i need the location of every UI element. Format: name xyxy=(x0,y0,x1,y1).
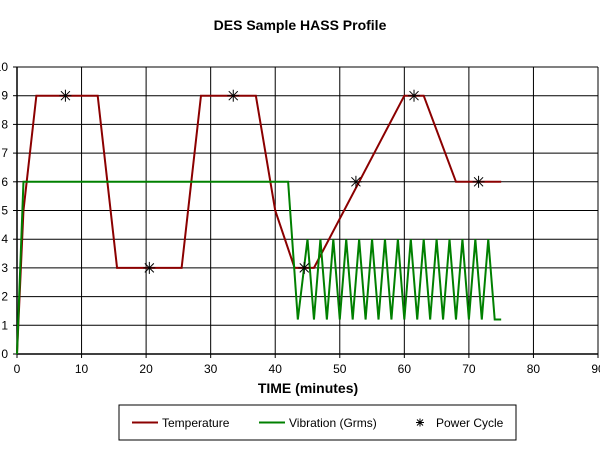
y-tick-label: 7 xyxy=(1,146,8,160)
power-cycle-point xyxy=(472,175,485,188)
power-cycle-point-stroke xyxy=(351,176,361,187)
legend-temperature-label: Temperature xyxy=(162,416,230,430)
legend-vibration-label: Vibration (Grms) xyxy=(289,416,377,430)
x-axis-label: TIME (minutes) xyxy=(258,380,358,396)
x-tick-label: 80 xyxy=(527,362,541,376)
series-line-vibration xyxy=(16,180,502,355)
y-tick-label: 3 xyxy=(1,261,8,275)
legend-box xyxy=(118,404,517,441)
power-cycle-point xyxy=(349,175,362,188)
legend-power-cycle-marker xyxy=(416,418,424,427)
x-tick-label: 10 xyxy=(75,362,89,376)
y-tick-label: 1 xyxy=(1,318,8,332)
power-cycle-point-stroke xyxy=(60,90,71,101)
x-tick-label: 0 xyxy=(14,362,21,376)
legend-power-cycle-label: Power Cycle xyxy=(436,416,504,430)
legend-power-cycle-star xyxy=(416,418,424,427)
axes xyxy=(13,66,599,358)
y-tick-label: 0 xyxy=(1,347,8,361)
y-tick-label: 9 xyxy=(1,89,8,103)
x-tick-label: 50 xyxy=(333,362,347,376)
y-tick-labels: 0 1 2 3 4 5 6 7 8 9 10 xyxy=(0,60,8,361)
power-cycle-point-stroke xyxy=(299,263,310,273)
y-tick-label: 2 xyxy=(1,290,8,304)
y-tick-label: 10 xyxy=(0,60,8,74)
legend-power-cycle-star-stroke xyxy=(416,419,424,426)
chart-title: DES Sample HASS Profile xyxy=(214,17,387,33)
power-cycle-point xyxy=(143,261,156,274)
series-layer xyxy=(16,89,502,355)
legend: Temperature Vibration (Grms) Power Cycle xyxy=(118,404,517,441)
power-cycle-point-stroke xyxy=(228,90,239,101)
y-tick-label: 6 xyxy=(1,175,8,189)
power-cycle-point xyxy=(227,89,240,102)
y-tick-label: 4 xyxy=(1,232,8,246)
x-tick-label: 30 xyxy=(204,362,218,376)
x-tick-label: 70 xyxy=(462,362,476,376)
power-cycle-point xyxy=(408,89,421,102)
x-tick-label: 60 xyxy=(398,362,412,376)
x-tick-label: 40 xyxy=(269,362,283,376)
y-tick-label: 5 xyxy=(1,204,8,218)
y-tick-label: 8 xyxy=(1,117,8,131)
x-tick-labels: 0 10 20 30 40 50 60 70 80 90 xyxy=(14,362,600,376)
power-cycle-point xyxy=(298,261,311,274)
power-cycle-point-stroke xyxy=(409,90,419,101)
power-cycle-point xyxy=(59,89,72,102)
x-tick-label: 90 xyxy=(591,362,600,376)
x-tick-label: 20 xyxy=(139,362,153,376)
power-cycle-point-stroke xyxy=(473,176,484,187)
power-cycle-point-stroke xyxy=(144,263,155,273)
